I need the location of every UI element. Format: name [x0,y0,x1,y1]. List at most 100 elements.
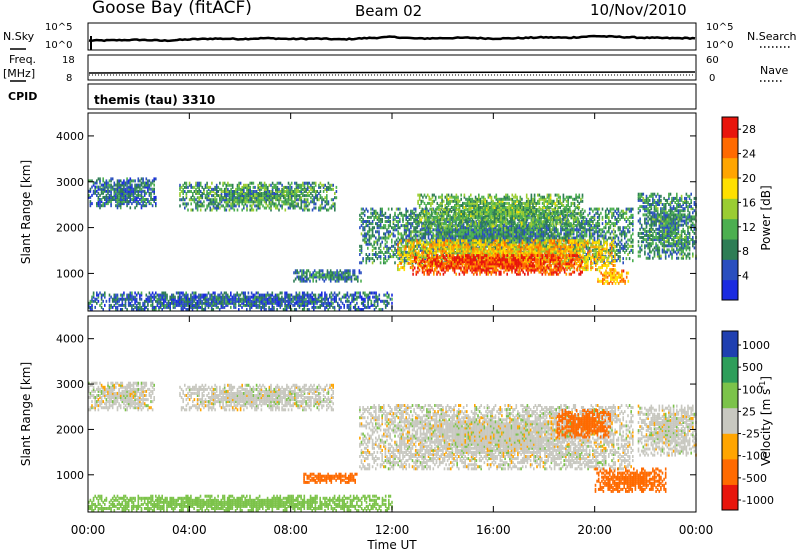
power-cell [560,226,562,230]
power-cell [402,217,404,221]
power-cell [259,200,261,204]
power-cell [547,234,549,238]
power-cell [123,193,125,197]
power-cell [352,297,355,301]
power-cell [262,204,264,208]
power-cell [576,236,578,240]
power-cell [222,181,224,185]
power-cell [230,204,232,208]
power-cell [105,181,108,185]
power-cell [517,230,519,234]
power-cell [405,211,407,215]
power-cell [478,234,481,238]
power-cell [367,297,369,301]
power-cell [389,222,391,226]
power-cell [206,295,208,299]
power-cell [262,185,264,189]
power-cell [437,232,439,236]
power-cell [373,291,376,295]
power-cell [271,308,274,311]
power-cell [284,297,286,301]
power-cell [329,206,331,210]
power-cell [193,305,195,309]
power-cell [217,299,219,303]
power-cell [345,279,348,283]
power-cell [485,226,487,230]
power-cell [209,200,212,204]
power-cell [523,238,526,242]
power-cell [255,194,258,198]
power-cell [491,236,494,240]
power-cell [287,196,290,200]
power-cell [368,259,371,263]
power-cell [265,293,267,297]
power-cell [529,232,532,236]
power-cell [223,200,226,204]
power-cell [475,228,478,232]
power-cell [287,297,290,301]
power-cell [515,232,518,236]
power-cell [295,308,298,311]
power-cell [217,194,220,198]
power-cell [422,228,425,232]
power-cell [334,196,336,200]
power-cell [193,190,196,193]
power-cell [227,194,229,198]
power-cell [262,301,264,305]
power-cell [384,224,387,228]
power-cell [277,303,280,307]
power-cell [131,297,133,301]
power-cell [365,234,368,238]
power-cell [427,222,430,226]
power-cell [185,181,188,185]
power-cell [271,293,274,297]
power-cell [294,190,296,193]
power-cell [469,226,471,230]
power-cell [381,240,383,244]
power-cell [579,236,581,240]
power-cell [294,271,297,275]
power-cell [220,192,223,195]
power-cell [258,293,261,297]
power-cell [286,190,288,193]
power-cell [394,240,396,244]
power-cell [166,303,168,307]
power-cell [365,261,368,265]
power-cell [275,187,277,191]
power-cell [265,183,267,187]
power-cell [198,303,200,307]
power-cell [204,293,207,297]
power-cell [116,200,119,204]
power-cell [207,305,210,309]
power-cell [521,215,524,219]
power-cell [209,198,212,202]
power-cell [397,236,399,240]
power-cell [273,185,275,189]
power-cell [94,189,96,193]
power-cell [536,230,538,234]
power-cell [391,207,393,211]
power-cell [379,207,382,211]
power-cell [324,297,326,301]
power-cell [286,187,288,191]
power-cell [166,293,168,297]
power-cell [505,224,508,228]
power-cell [155,195,157,199]
power-cell [150,297,152,301]
power-cell [301,279,303,283]
power-cell [378,234,380,238]
power-cell [440,230,443,234]
power-cell [218,308,221,311]
power-cell [356,291,358,295]
power-cell [294,206,296,210]
power-cell [331,277,334,281]
power-cell [118,198,120,201]
power-cell [287,187,290,191]
power-cell [525,238,527,242]
power-cell [462,224,465,228]
power-cell [119,204,122,208]
power-cell [588,226,591,230]
freq-left-tick-top: 18 [62,55,75,66]
power-cell [148,187,151,191]
power-cell [118,193,120,197]
